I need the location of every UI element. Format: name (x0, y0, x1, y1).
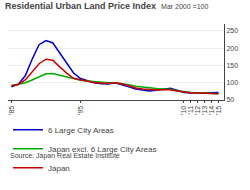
svg-text:'10: '10 (180, 106, 187, 115)
svg-text:Residential Urban Land Price I: Residential Urban Land Price Index Mar 2… (5, 1, 208, 11)
svg-text:Japan: Japan (48, 164, 70, 173)
svg-text:200: 200 (226, 45, 238, 52)
svg-text:150: 150 (226, 62, 238, 69)
svg-text:Japan excl. 6 Large City Areas: Japan excl. 6 Large City Areas (48, 145, 157, 154)
svg-text:'95: '95 (77, 106, 84, 115)
svg-text:250: 250 (226, 27, 238, 34)
svg-text:Source: Japan Real Estate Inst: Source: Japan Real Estate Institute (10, 152, 120, 160)
svg-text:'12: '12 (194, 106, 201, 115)
svg-text:'13: '13 (201, 106, 208, 115)
svg-text:6 Large City Areas: 6 Large City Areas (48, 126, 114, 135)
svg-text:'85: '85 (8, 106, 15, 115)
svg-text:100: 100 (226, 79, 238, 86)
svg-text:'11: '11 (187, 106, 194, 115)
svg-text:'14: '14 (208, 106, 215, 115)
svg-text:'15: '15 (215, 106, 222, 115)
svg-text:50: 50 (226, 96, 234, 103)
